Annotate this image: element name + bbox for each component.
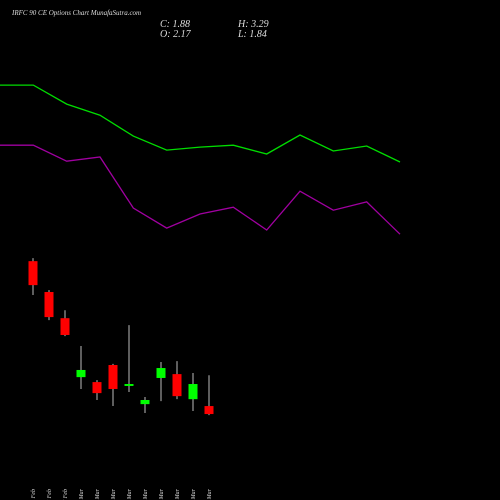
info-value: 3.29	[250, 19, 269, 30]
info-value: 1.88	[173, 19, 191, 30]
x-tick-label: 12 Mar	[191, 488, 197, 500]
candle-body	[204, 406, 214, 415]
x-tick-label: 02 Mar	[79, 488, 85, 500]
candle-body	[44, 292, 54, 318]
candle-body	[92, 382, 102, 394]
line	[0, 84, 401, 163]
info-label: O:	[160, 29, 171, 40]
x-tick-label: 11 Mar	[175, 488, 181, 500]
info-value: 1.84	[249, 29, 267, 40]
x-tick-label: 27 Feb	[63, 489, 69, 500]
x-tick-label: 05 Mar	[111, 488, 117, 500]
x-tick-label: 13 Mar	[207, 488, 213, 500]
info-label: H:	[237, 19, 249, 30]
info-label: C:	[160, 19, 170, 30]
candle-body	[60, 318, 70, 335]
info-item: H: 3.29	[237, 19, 269, 30]
info-value: 2.17	[173, 29, 192, 40]
x-tick-label: 10 Mar	[159, 488, 165, 500]
x-tick-label: 06 Mar	[127, 488, 133, 500]
candle-body	[124, 384, 134, 386]
candle-body	[108, 365, 118, 389]
info-item: O: 2.17	[160, 29, 192, 40]
candle-body	[172, 374, 182, 397]
x-tick-label: 09 Mar	[143, 488, 149, 500]
candle-body	[156, 368, 166, 378]
info-item: L: 1.84	[237, 29, 267, 40]
candle-body	[188, 384, 198, 400]
x-tick-label: 04 Mar	[94, 488, 101, 500]
candle-body	[28, 261, 38, 286]
candle-body	[76, 369, 86, 378]
chart-title: IRFC 90 CE Options Chart MunafaSutra.com	[11, 9, 141, 17]
candle-body	[140, 400, 150, 405]
info-item: C: 1.88	[160, 19, 190, 30]
x-tick-label: 26 Feb	[47, 489, 53, 500]
line	[0, 144, 401, 235]
x-tick-label: 25 Feb	[31, 489, 37, 500]
info-label: L:	[237, 29, 247, 40]
